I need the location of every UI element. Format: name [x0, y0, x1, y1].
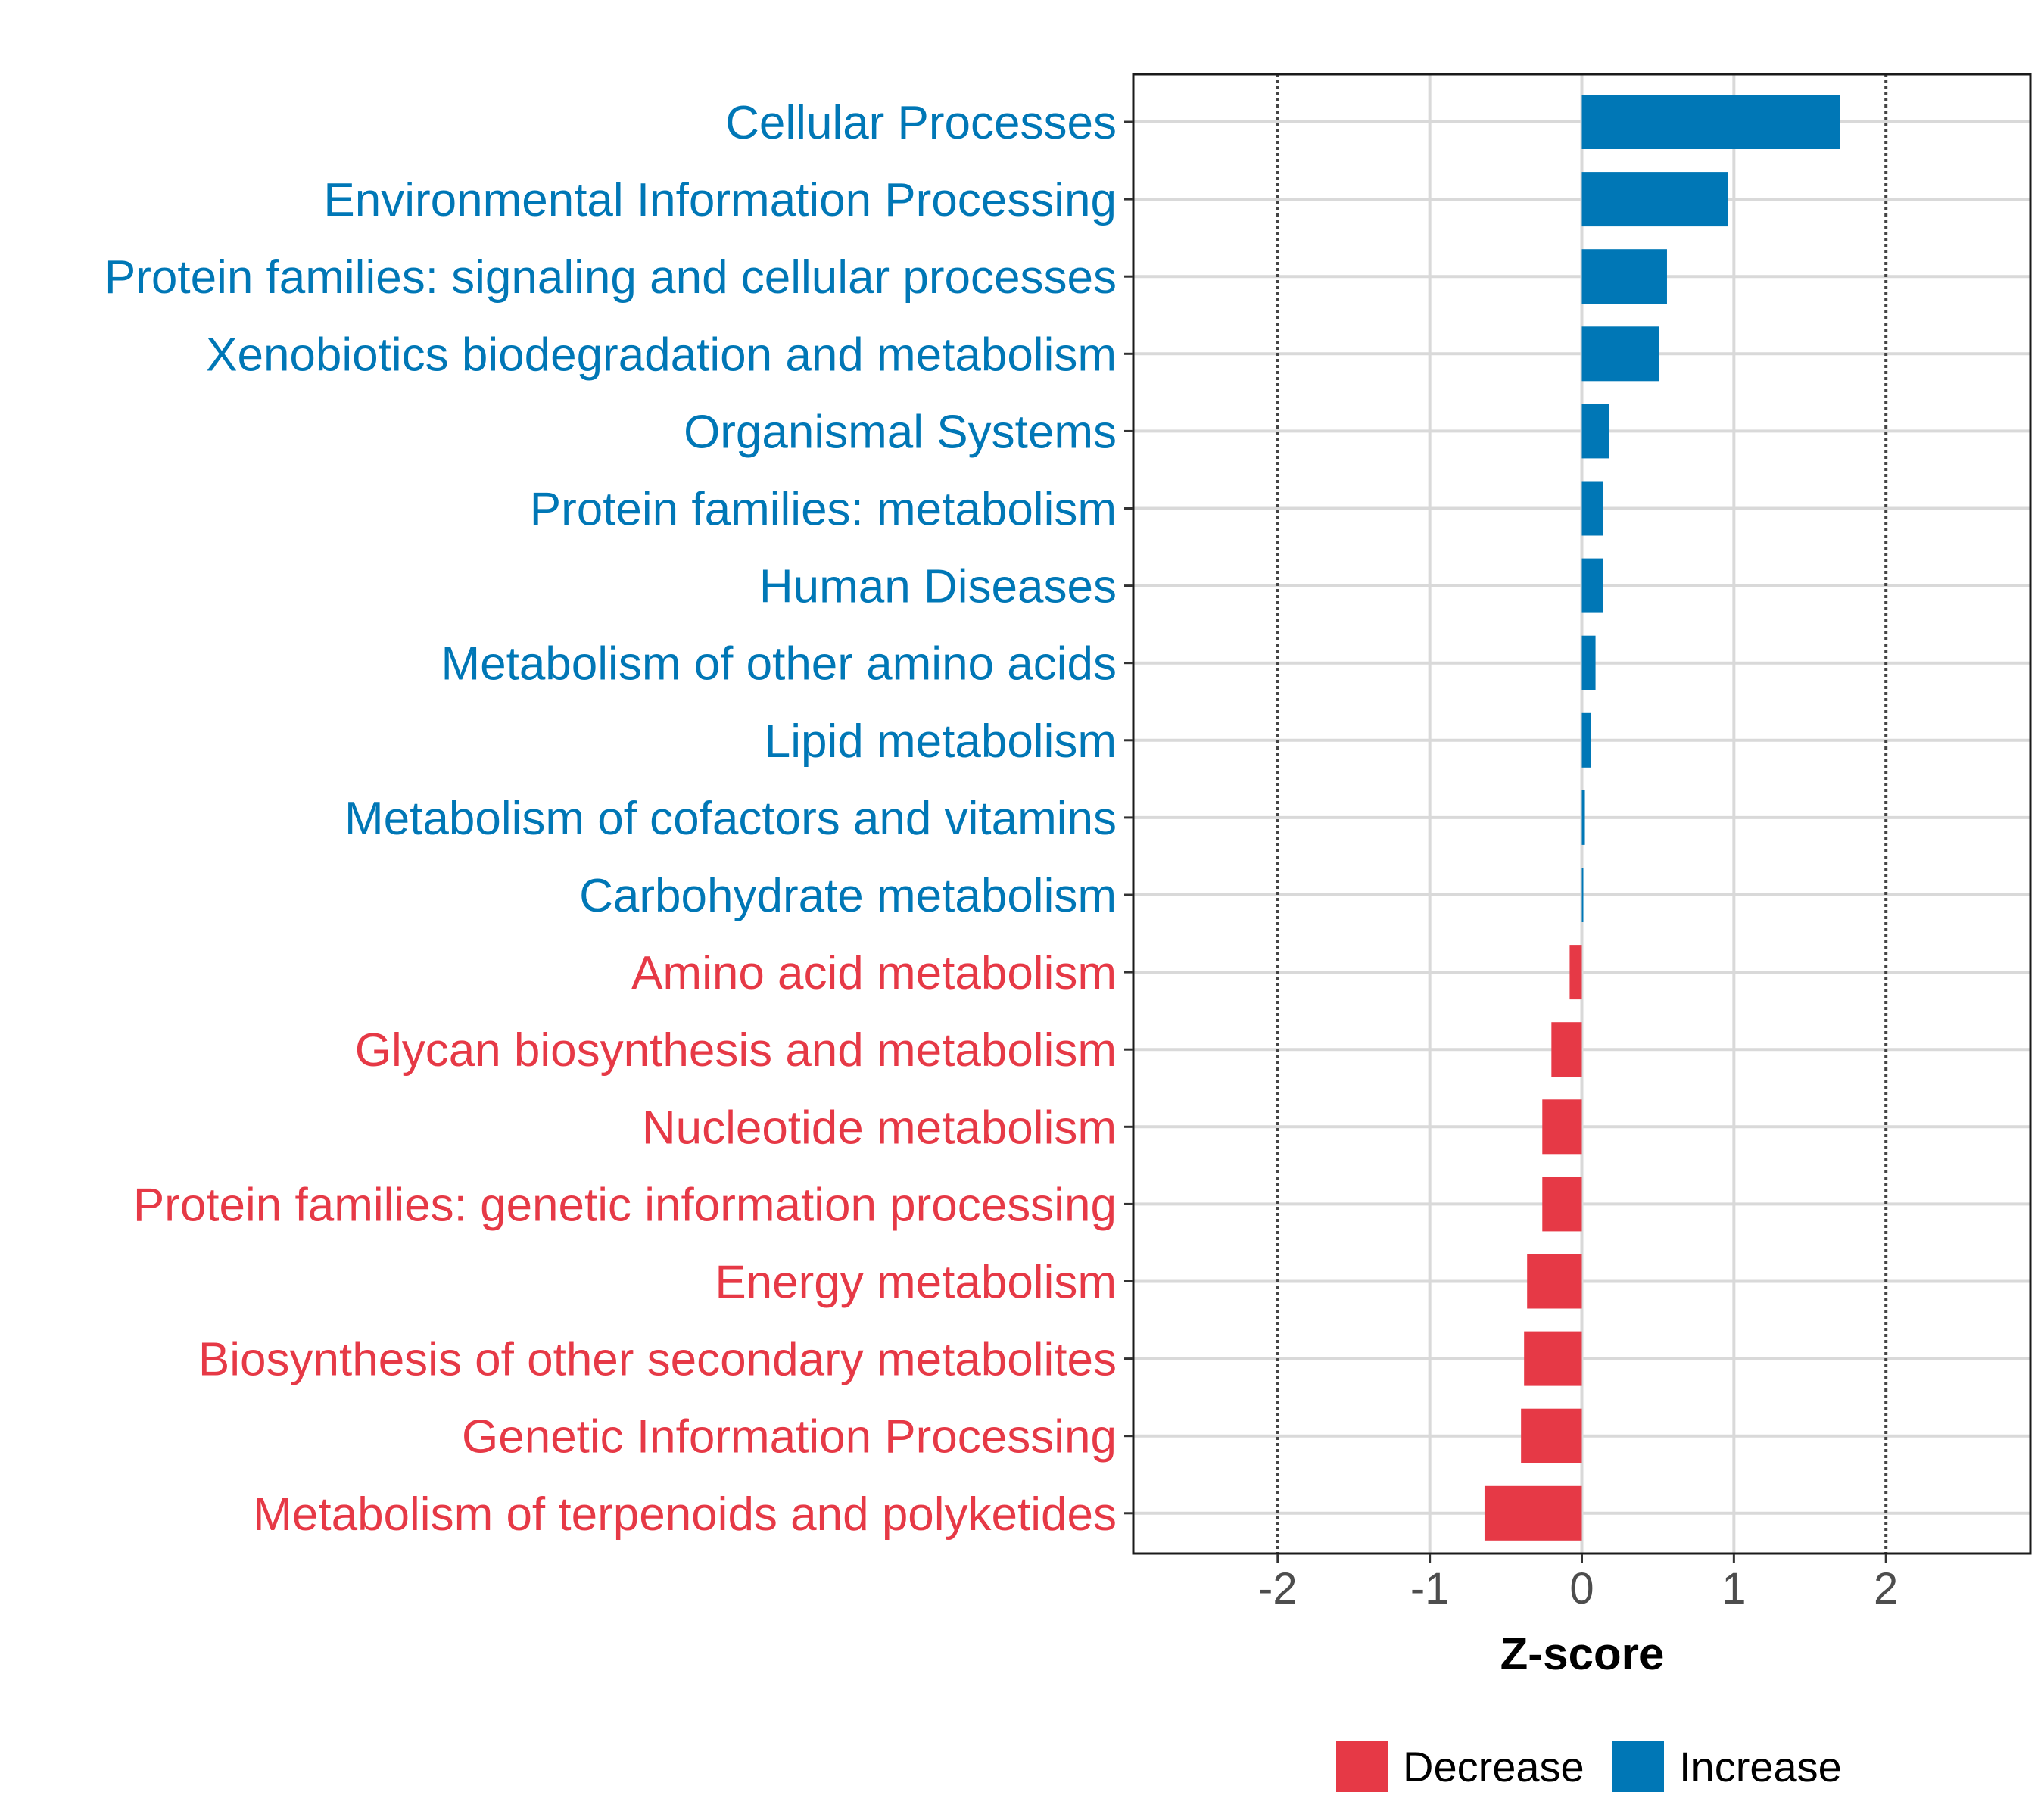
bar — [1524, 1331, 1582, 1386]
bar — [1551, 1022, 1582, 1077]
category-label: Glycan biosynthesis and metabolism — [355, 1024, 1117, 1077]
category-label: Lipid metabolism — [765, 715, 1117, 768]
category-label: Energy metabolism — [715, 1257, 1117, 1309]
bar — [1581, 868, 1584, 922]
ticks-layer: -2 -1 0 1 2 — [1124, 120, 1898, 1613]
category-label: Human Diseases — [759, 561, 1117, 613]
bar — [1542, 1099, 1582, 1155]
legend-label: Decrease — [1403, 1743, 1584, 1791]
bar — [1581, 326, 1659, 382]
category-label: Xenobiotics biodegradation and metabolis… — [206, 329, 1117, 381]
x-tick-label: 2 — [1874, 1564, 1898, 1613]
category-label: Metabolism of cofactors and vitamins — [344, 793, 1117, 845]
category-label: Genetic Information Processing — [462, 1411, 1117, 1463]
category-label: Carbohydrate metabolism — [579, 870, 1117, 922]
category-label: Metabolism of other amino acids — [441, 638, 1117, 690]
bar — [1484, 1485, 1582, 1541]
bars-layer — [1484, 95, 1840, 1541]
legend-swatch — [1336, 1741, 1388, 1792]
category-label: Protein families: signaling and cellular… — [104, 251, 1117, 304]
bar — [1527, 1254, 1582, 1309]
bar — [1581, 481, 1603, 536]
bar — [1581, 249, 1667, 304]
bar — [1581, 790, 1585, 845]
bar — [1569, 945, 1582, 1000]
legend: Decrease Increase — [1336, 1741, 1842, 1792]
bar — [1581, 404, 1609, 459]
category-label: Biosynthesis of other secondary metaboli… — [198, 1334, 1117, 1386]
x-axis-title: Z-score — [1500, 1628, 1665, 1679]
legend-swatch — [1612, 1741, 1664, 1792]
category-label: Environmental Information Processing — [323, 174, 1117, 226]
x-tick-label: -2 — [1258, 1564, 1298, 1613]
category-label: Cellular Processes — [725, 97, 1117, 149]
x-tick-label: 0 — [1569, 1564, 1594, 1613]
bar — [1581, 172, 1728, 227]
x-tick-label: 1 — [1722, 1564, 1746, 1613]
category-label: Nucleotide metabolism — [642, 1102, 1117, 1154]
bar — [1542, 1177, 1582, 1232]
bar — [1581, 558, 1603, 613]
category-label: Amino acid metabolism — [631, 947, 1117, 999]
category-label: Metabolism of terpenoids and polyketides — [253, 1488, 1117, 1541]
bar — [1581, 95, 1840, 149]
legend-label: Increase — [1679, 1743, 1842, 1791]
bar — [1581, 712, 1591, 768]
labels-layer: Cellular Processes Environmental Informat… — [104, 97, 1117, 1541]
category-label: Protein families: genetic information pr… — [133, 1179, 1117, 1231]
bar — [1521, 1408, 1582, 1463]
x-tick-label: -1 — [1410, 1564, 1450, 1613]
bar — [1581, 635, 1596, 690]
category-label: Protein families: metabolism — [530, 484, 1117, 536]
category-label: Organismal Systems — [684, 406, 1117, 458]
